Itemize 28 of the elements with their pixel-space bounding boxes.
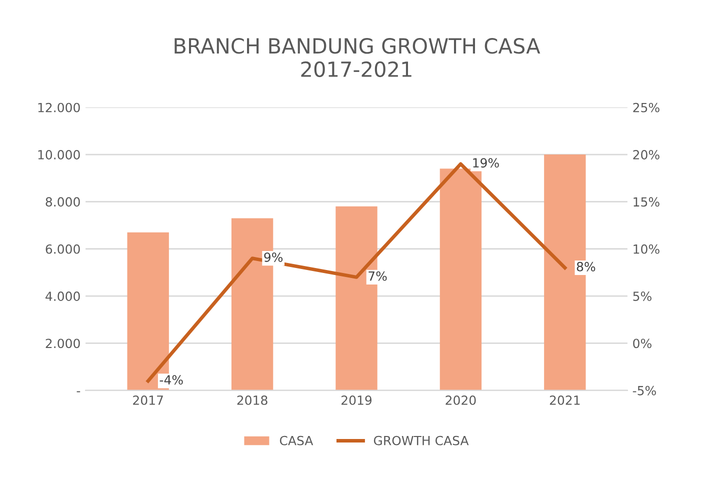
y-tick-label: 10.000: [38, 150, 80, 160]
x-tick-label: 2019: [342, 395, 372, 405]
y2-tick-label: 15%: [634, 197, 660, 207]
data-label: 7%: [368, 271, 387, 281]
y2-tick-label: 20%: [633, 150, 660, 160]
y-tick-label: 6.000: [46, 244, 80, 254]
bar: [440, 168, 482, 390]
data-label: 8%: [576, 262, 596, 272]
x-tick-label: 2021: [550, 395, 580, 405]
x-tick-label: 2017: [133, 395, 163, 405]
y-tick-label: 2.000: [46, 338, 80, 348]
y-tick-label: -: [76, 391, 80, 392]
y2-tick-label: 5%: [633, 292, 652, 301]
legend-label: GROWTH CASA: [374, 436, 469, 446]
y2-tick-label: 25%: [633, 102, 660, 112]
y-tick-label: 12.000: [38, 102, 80, 112]
data-label: 9%: [264, 252, 283, 262]
data-label: -4%: [160, 375, 183, 385]
y2-tick-label: -5%: [632, 386, 656, 396]
y-tick-label: 8.000: [46, 197, 80, 207]
chart-title: BRANCH BANDUNG GROWTH CASA 2017-2021: [174, 38, 540, 78]
data-label: 19%: [473, 158, 499, 168]
legend-label: CASA: [280, 436, 314, 446]
y2-tick-label: 10%: [634, 244, 660, 254]
x-tick-label: 2020: [446, 395, 476, 405]
y-tick-label: 4.000: [46, 292, 80, 301]
x-tick-label: 2018: [237, 395, 268, 405]
y2-tick-label: 0%: [633, 338, 652, 348]
